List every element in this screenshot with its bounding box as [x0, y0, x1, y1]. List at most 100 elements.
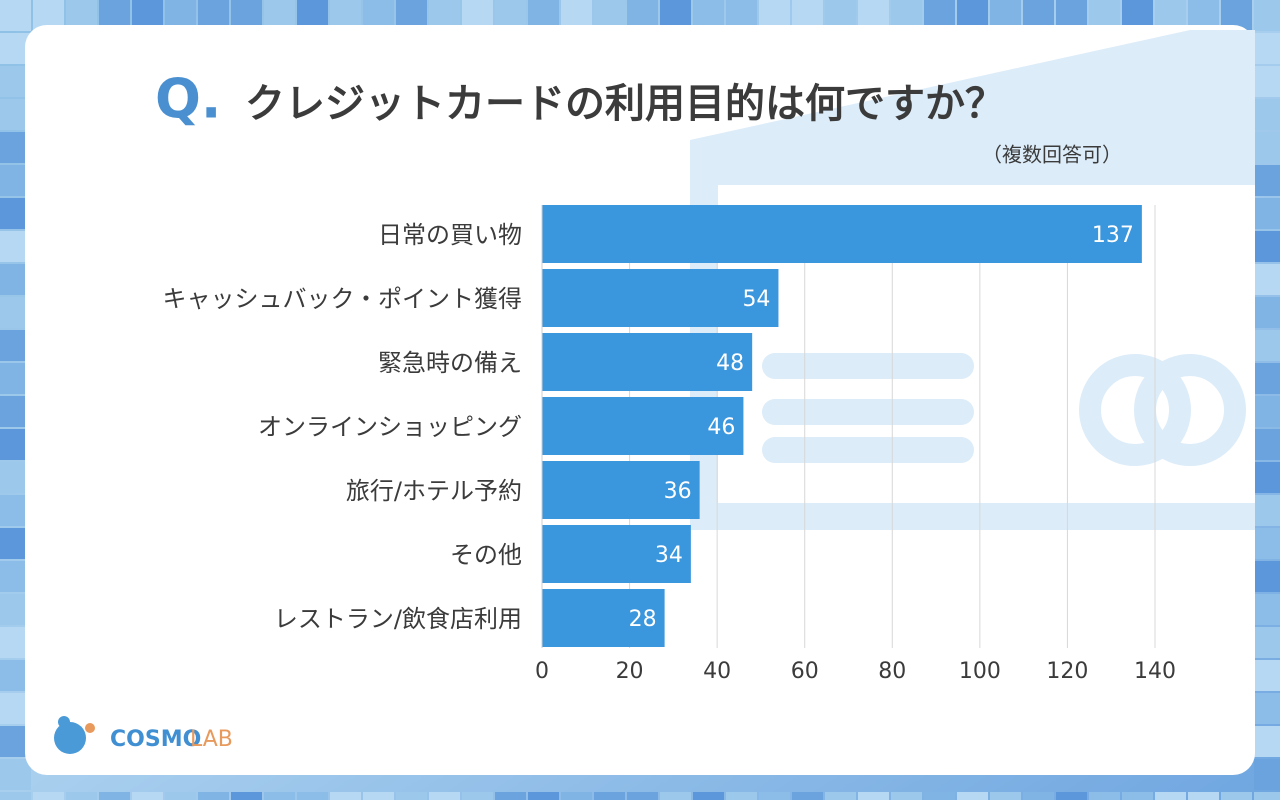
y-tick-label: 日常の買い物: [378, 221, 522, 249]
mosaic-tile: [1254, 363, 1280, 394]
mosaic-tile: [33, 792, 64, 800]
mosaic-tile: [1254, 132, 1280, 163]
mosaic-tile: [495, 792, 526, 800]
mosaic-tile: [363, 792, 394, 800]
mosaic-tile: [396, 792, 427, 800]
mosaic-tile: [825, 792, 856, 800]
mosaic-tile: [693, 792, 724, 800]
mosaic-tile: [1254, 264, 1280, 295]
bar: [542, 269, 779, 327]
x-tick-label: 100: [959, 659, 1001, 684]
mosaic-tile: [66, 792, 97, 800]
y-tick-label: 旅行/ホテル予約: [346, 477, 522, 505]
brand-suffix: LAB: [190, 727, 233, 752]
mosaic-tile: [1122, 792, 1153, 800]
mosaic-tile: [0, 792, 31, 800]
mosaic-tile: [132, 792, 163, 800]
mosaic-tile: [1023, 792, 1054, 800]
mosaic-tile: [1254, 165, 1280, 196]
mosaic-tile: [726, 792, 757, 800]
mosaic-tile: [264, 792, 295, 800]
y-tick-label: その他: [450, 541, 522, 569]
mosaic-tile: [1254, 792, 1280, 800]
mosaic-tile: [891, 792, 922, 800]
mosaic-tile: [660, 792, 691, 800]
bar: [542, 205, 1142, 263]
mosaic-tile: [0, 0, 31, 31]
mosaic-tile: [1254, 528, 1280, 559]
mosaic-tile: [1254, 660, 1280, 691]
mosaic-tile: [1254, 396, 1280, 427]
value-label: 28: [629, 607, 657, 632]
brand-name: COSMO: [110, 727, 201, 752]
x-tick-label: 0: [535, 659, 549, 684]
mosaic-tile: [462, 792, 493, 800]
mosaic-tile: [1089, 792, 1120, 800]
bar: [542, 333, 753, 391]
bar: [542, 589, 665, 647]
x-tick-label: 80: [878, 659, 906, 684]
mosaic-tile: [1056, 792, 1087, 800]
y-tick-label: キャッシュバック・ポイント獲得: [162, 285, 522, 313]
mosaic-tile: [1254, 99, 1280, 130]
chart-subtitle: （複数回答可）: [982, 143, 1122, 167]
mosaic-tile: [1254, 231, 1280, 262]
mosaic-tile: [990, 792, 1021, 800]
mosaic-tile: [1254, 297, 1280, 328]
x-tick-label: 120: [1046, 659, 1088, 684]
mosaic-tile: [165, 792, 196, 800]
mosaic-tile: [297, 792, 328, 800]
mosaic-tile: [231, 792, 262, 800]
mosaic-tile: [528, 792, 559, 800]
mosaic-tile: [924, 792, 955, 800]
title-prefix: Q.: [155, 68, 221, 131]
mosaic-tile: [792, 792, 823, 800]
mosaic-tile: [1254, 462, 1280, 493]
x-tick-label: 40: [703, 659, 731, 684]
value-label: 137: [1092, 223, 1134, 248]
mosaic-tile: [1254, 726, 1280, 757]
x-tick-label: 20: [616, 659, 644, 684]
x-tick-label: 140: [1134, 659, 1176, 684]
mosaic-tile: [1254, 693, 1280, 724]
value-label: 48: [716, 351, 744, 376]
value-label: 34: [655, 543, 683, 568]
value-label: 46: [707, 415, 735, 440]
mosaic-tile: [1188, 792, 1219, 800]
mosaic-tile: [330, 792, 361, 800]
mosaic-tile: [1254, 330, 1280, 361]
logo: COSMO LAB: [54, 716, 233, 754]
mosaic-tile: [1254, 495, 1280, 526]
y-tick-label: レストラン/飲食店利用: [274, 605, 522, 633]
value-label: 36: [664, 479, 692, 504]
mosaic-tile: [1254, 759, 1280, 790]
chart-title: クレジットカードの利用目的は何ですか？: [245, 81, 1005, 127]
y-tick-label: オンラインショッピング: [258, 413, 522, 441]
mosaic-tile: [594, 792, 625, 800]
mosaic-tile: [1254, 594, 1280, 625]
mosaic-tile: [1254, 429, 1280, 460]
mosaic-tile: [561, 792, 592, 800]
mosaic-tile: [1221, 792, 1252, 800]
mosaic-tile: [0, 759, 31, 790]
mosaic-tile: [759, 792, 790, 800]
mosaic-tile: [627, 792, 658, 800]
mosaic-tile: [1254, 198, 1280, 229]
mosaic-tile: [1155, 792, 1186, 800]
y-tick-label: 緊急時の備え: [378, 349, 522, 377]
mosaic-tile: [1254, 0, 1280, 31]
mosaic-tile: [1254, 66, 1280, 97]
bar: [542, 397, 744, 455]
mosaic-tile: [858, 792, 889, 800]
bar: [542, 525, 691, 583]
x-tick-label: 60: [791, 659, 819, 684]
mosaic-tile: [957, 792, 988, 800]
mosaic-tile: [1254, 561, 1280, 592]
mosaic-tile: [198, 792, 229, 800]
bar: [542, 461, 700, 519]
mosaic-tile: [1254, 33, 1280, 64]
value-label: 54: [742, 287, 770, 312]
